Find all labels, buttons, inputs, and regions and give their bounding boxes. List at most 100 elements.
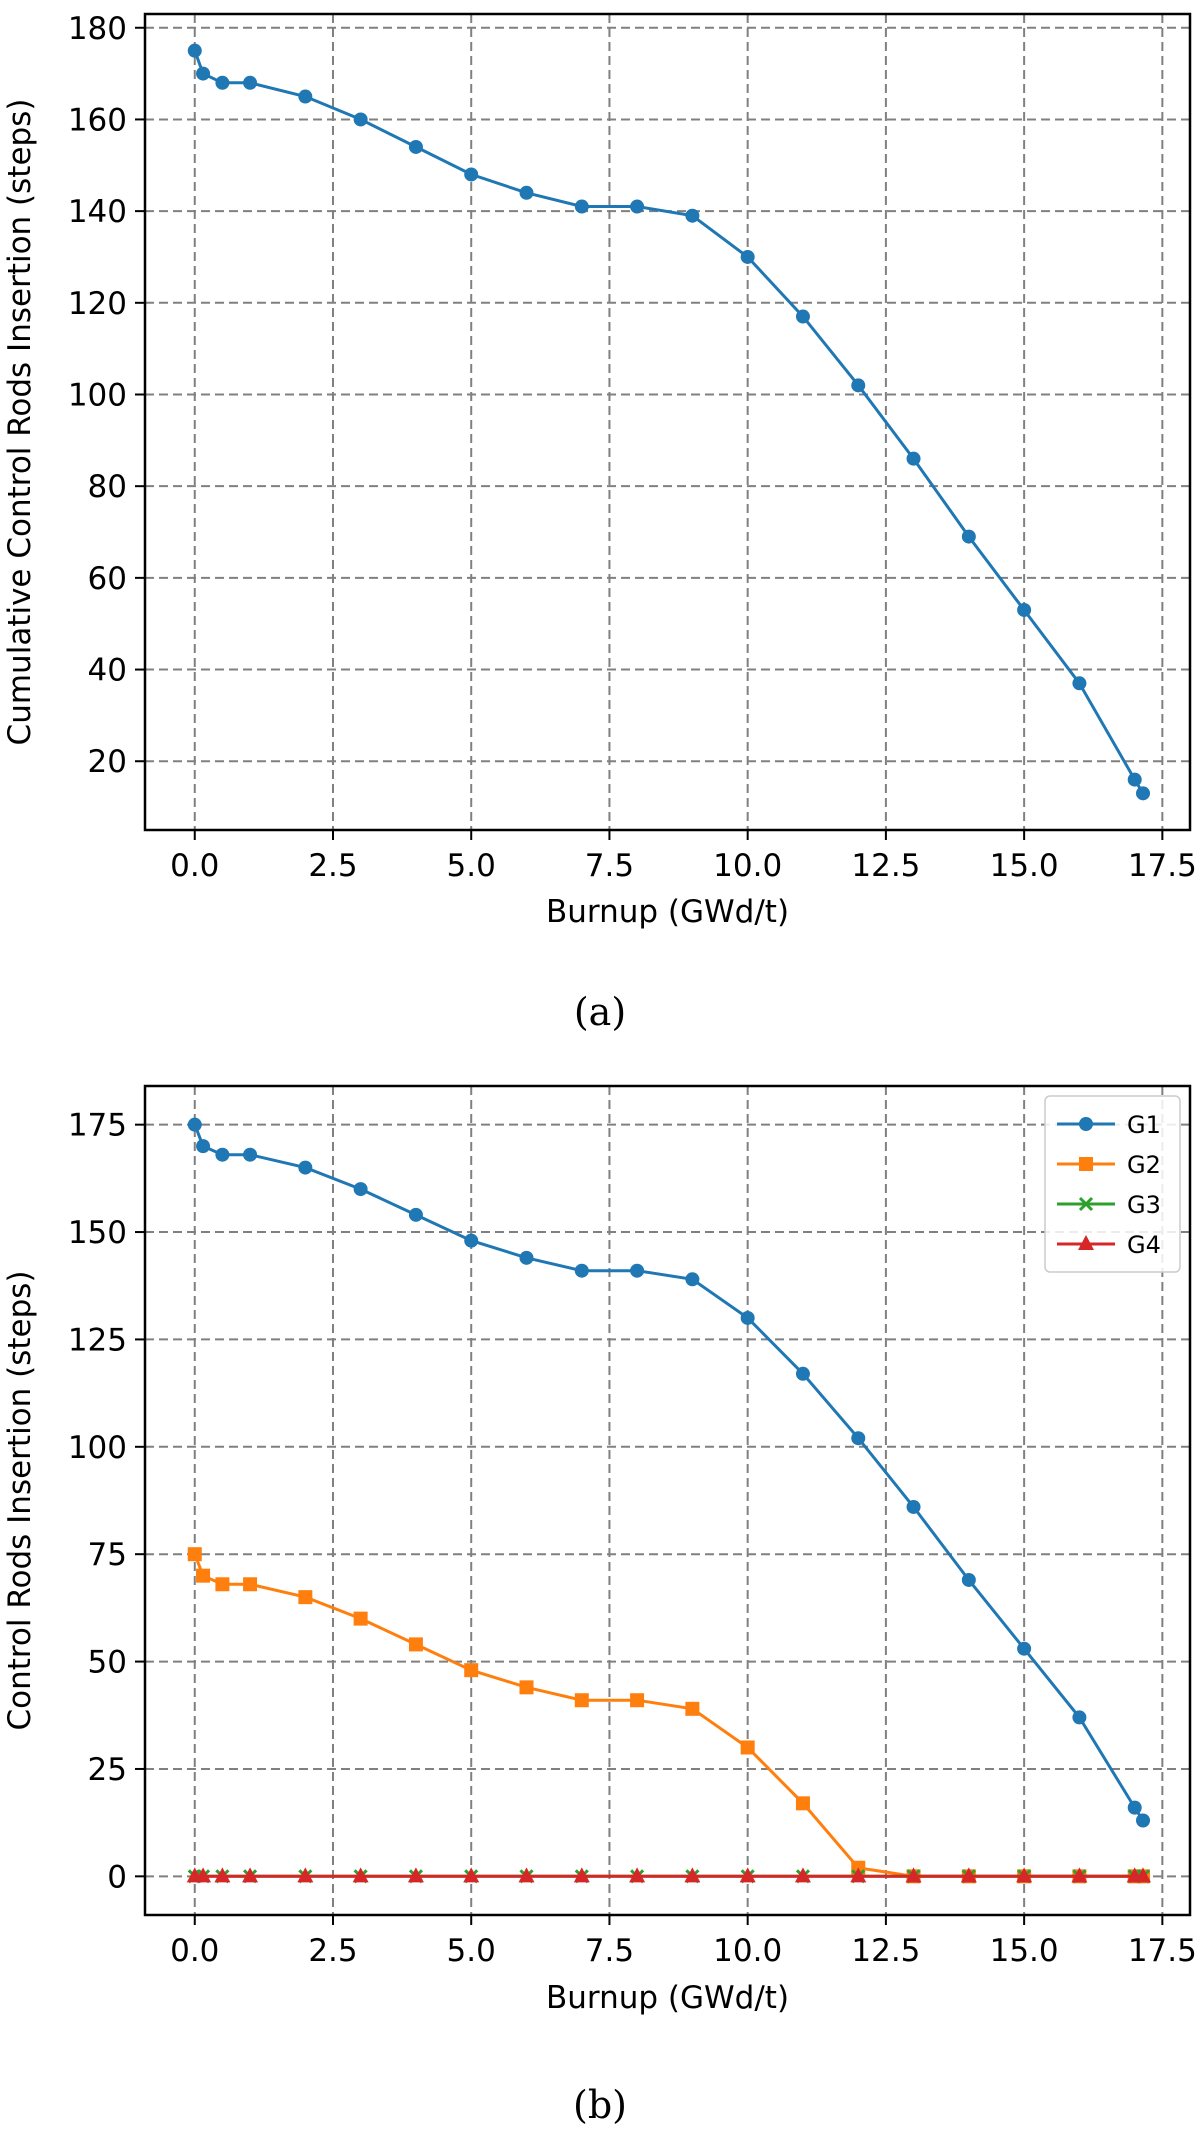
data-point	[243, 1577, 258, 1592]
data-point	[464, 167, 479, 182]
data-point	[905, 1867, 922, 1883]
data-point	[243, 75, 258, 90]
legend-label: G3	[1127, 1191, 1161, 1219]
data-point	[196, 66, 211, 81]
data-point	[851, 1431, 866, 1446]
data-point	[795, 309, 810, 324]
data-point	[298, 89, 313, 104]
data-point	[353, 1611, 368, 1626]
x-axis-label: Burnup (GWd/t)	[546, 894, 789, 930]
x-tick-label: 12.5	[851, 848, 920, 884]
y-tick-label: 75	[88, 1537, 127, 1573]
data-point	[353, 1182, 368, 1197]
data-point	[1136, 786, 1151, 801]
data-point	[961, 1572, 976, 1587]
y-tick-label: 40	[88, 653, 127, 689]
chart-a: 0.0 2.5 5.0 7.5 10.0 12.5 15.0 17.5 20 40 60 80 100 1…	[2, 11, 1197, 1034]
series-1-line	[193, 50, 1145, 795]
x-tick-label: 15.0	[990, 1933, 1059, 1969]
x-tick-label: 5.0	[447, 848, 496, 884]
y-tick-label: 0	[107, 1859, 127, 1895]
data-point	[408, 139, 423, 154]
x-tick-label: 2.5	[308, 848, 357, 884]
series-g4	[186, 1867, 1152, 1883]
data-point	[1017, 602, 1032, 617]
data-point	[196, 1568, 211, 1583]
data-point	[906, 1499, 921, 1514]
data-point	[408, 1207, 423, 1222]
data-point	[215, 1577, 230, 1592]
data-point	[960, 1867, 977, 1883]
y-tick-label: 100	[68, 377, 127, 413]
x-tick-label: 5.0	[447, 1933, 496, 1969]
data-point	[740, 1740, 755, 1755]
legend-entry-g1: G1	[1057, 1111, 1161, 1139]
x-tick-label: 7.5	[585, 848, 634, 884]
data-point	[739, 1867, 756, 1883]
data-point	[407, 1867, 424, 1883]
x-tick-label: 0.0	[170, 848, 219, 884]
data-point	[685, 1701, 700, 1716]
data-point	[352, 1867, 369, 1883]
legend-label: G2	[1127, 1151, 1161, 1179]
data-point	[215, 75, 230, 90]
x-tick-label: 2.5	[308, 1933, 357, 1969]
y-tick-label: 180	[68, 11, 127, 47]
data-point	[187, 1117, 202, 1132]
data-point	[463, 1867, 480, 1883]
data-point	[1071, 1867, 1088, 1883]
data-point	[243, 1147, 258, 1162]
data-point	[685, 208, 700, 223]
data-point	[1016, 1867, 1033, 1883]
data-point	[630, 1693, 645, 1708]
data-point	[195, 1867, 212, 1883]
data-point	[298, 1590, 313, 1605]
data-point	[464, 1233, 479, 1248]
data-point	[1135, 1867, 1152, 1883]
y-tick-label: 175	[68, 1108, 127, 1144]
data-point	[573, 1867, 590, 1883]
x-tick-label: 10.0	[713, 848, 782, 884]
data-point	[464, 1663, 479, 1678]
x-tick-label: 10.0	[713, 1933, 782, 1969]
plot-area	[187, 43, 1151, 801]
data-point	[574, 199, 589, 214]
x-tick-label: 17.5	[1128, 1933, 1197, 1969]
data-point	[1136, 1813, 1151, 1828]
data-point	[630, 199, 645, 214]
x-tick-label: 7.5	[585, 1933, 634, 1969]
data-point	[795, 1796, 810, 1811]
data-point	[196, 1139, 211, 1154]
data-point	[794, 1867, 811, 1883]
y-tick-label: 160	[68, 102, 127, 138]
chart-b: 0.0 2.5 5.0 7.5 10.0 12.5 15.0 17.5 0 25 50 75 100 12…	[2, 1084, 1197, 2127]
y-tick-label: 80	[88, 469, 127, 505]
y-tick-label: 20	[88, 744, 127, 780]
data-point	[685, 1272, 700, 1287]
data-point	[408, 1637, 423, 1652]
data-point	[961, 529, 976, 544]
x-tick-label: 17.5	[1128, 848, 1197, 884]
data-point	[1127, 1800, 1142, 1815]
series-g1	[187, 1117, 1151, 1828]
data-point	[518, 1867, 535, 1883]
y-tick-label: 25	[88, 1752, 127, 1788]
data-point	[1072, 1710, 1087, 1725]
legend-entry-g2: G2	[1057, 1151, 1161, 1179]
data-point	[684, 1867, 701, 1883]
data-point	[519, 1250, 534, 1265]
legend-entry-g4: G4	[1057, 1231, 1161, 1259]
data-point	[850, 1867, 867, 1883]
y-tick-label: 140	[68, 194, 127, 230]
data-point	[740, 1310, 755, 1325]
legend-marker	[1078, 1196, 1094, 1212]
legend-marker	[1079, 1157, 1093, 1171]
legend-label: G1	[1127, 1111, 1161, 1139]
data-point	[1072, 676, 1087, 691]
plot-area	[186, 1117, 1152, 1884]
series-g2-line	[193, 1553, 1143, 1878]
data-point	[574, 1693, 589, 1708]
legend-marker	[1079, 1117, 1093, 1131]
data-point	[795, 1366, 810, 1381]
data-point	[519, 185, 534, 200]
